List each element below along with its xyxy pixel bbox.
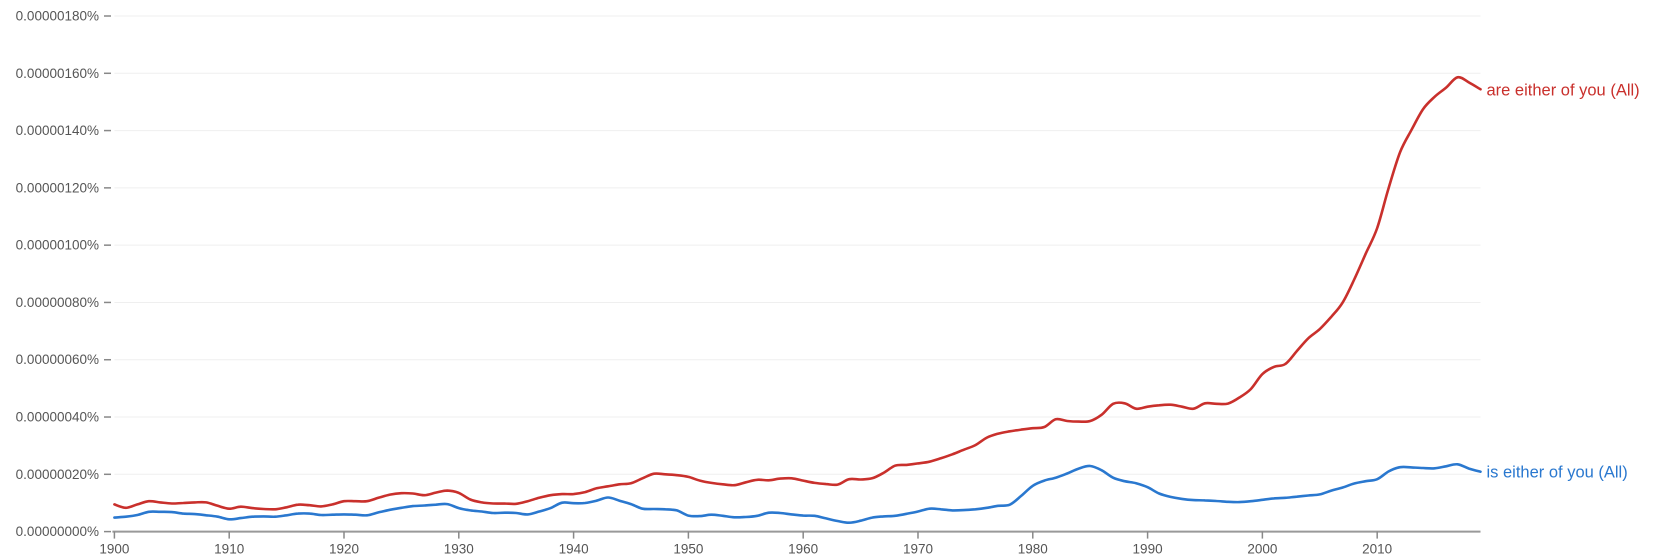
y-axis: 0.00000000% 0.00000020% 0.00000040% 0.00000… [16, 9, 111, 539]
x-tick-label: 1910 [214, 542, 244, 557]
y-tick-label: 0.00000140% [16, 123, 99, 138]
y-tick-label: 0.00000060% [16, 352, 99, 367]
y-tick-label: 0.00000020% [16, 467, 99, 482]
y-tick-label: 0.00000160% [16, 66, 99, 81]
x-tick-label: 1950 [673, 542, 703, 557]
x-tick-label: 1920 [329, 542, 359, 557]
y-tick-label: 0.00000040% [16, 410, 99, 425]
x-tick-label: 2010 [1362, 542, 1392, 557]
y-tick-label: 0.00000080% [16, 295, 99, 310]
x-tick-label: 1970 [903, 542, 933, 557]
x-tick-label: 2000 [1247, 542, 1277, 557]
y-tick-label: 0.00000180% [16, 9, 99, 24]
y-tick-label: 0.00000100% [16, 238, 99, 253]
x-tick-label: 1980 [1018, 542, 1048, 557]
x-tick-label: 1940 [559, 542, 589, 557]
x-tick-label: 1990 [1133, 542, 1163, 557]
series-label-0[interactable]: are either of you (All) [1487, 81, 1640, 99]
series-label-1[interactable]: is either of you (All) [1487, 464, 1628, 482]
x-tick-label: 1900 [99, 542, 129, 557]
y-tick-label: 0.00000000% [16, 524, 99, 539]
x-tick-label: 1960 [788, 542, 818, 557]
x-axis: 1900 1910 1920 1930 1940 1950 1960 1970 1980 1990… [99, 530, 1481, 557]
x-tick-label: 1930 [444, 542, 474, 557]
series-line-1[interactable] [113, 462, 1482, 525]
series-lines: are either of you (All) is either of you … [113, 75, 1640, 525]
y-tick-label: 0.00000120% [16, 180, 99, 195]
series-line-0[interactable] [113, 75, 1482, 511]
gridlines [114, 15, 1481, 475]
